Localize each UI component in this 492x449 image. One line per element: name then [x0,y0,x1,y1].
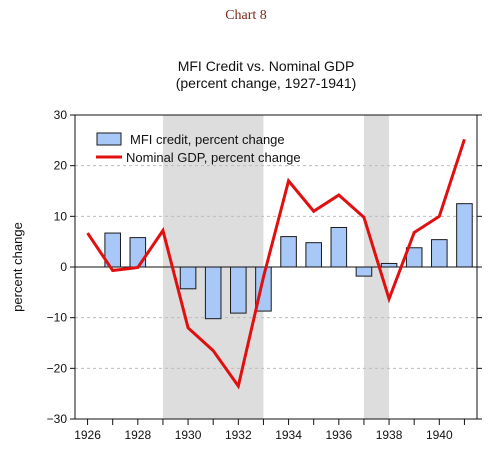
bars-series [104,203,473,320]
y-tick-label: 20 [54,159,68,173]
x-tick-label: 1932 [225,428,252,442]
x-tick-label: 1928 [124,428,151,442]
y-tick-label: 30 [54,108,68,122]
bar-mfi-credit-1935 [305,242,322,268]
x-tick-label: 1938 [376,428,403,442]
gridlines [75,165,477,369]
x-axis: 1926 1928 1930 1932 1934 1936 1938 1940 [74,419,465,442]
chart-caption: Chart 8 [225,8,267,23]
y-axis: −30 −20 −10 0 10 20 30 [47,108,482,426]
y-tick-label: 10 [54,209,68,223]
y-tick-label: −30 [47,412,68,426]
y-tick-label: 0 [60,260,67,274]
chart-title: MFI Credit vs. Nominal GDP [177,58,355,74]
bar-mfi-credit-1931 [204,266,222,320]
bar-mfi-credit-1940 [431,239,448,268]
legend-label-nominal-gdp: Nominal GDP, percent change [126,150,301,165]
bar-mfi-credit-1932 [230,266,247,314]
y-axis-label: percent change [10,222,25,312]
bar-mfi-credit-1936 [330,226,348,268]
x-tick-label: 1930 [175,428,202,442]
x-tick-label: 1934 [275,428,302,442]
y-tick-label: −10 [47,311,68,325]
legend: MFI credit, percent change Nominal GDP, … [96,132,301,165]
legend-label-mfi-credit: MFI credit, percent change [130,132,285,147]
x-tick-label: 1926 [74,428,101,442]
bar-mfi-credit-1934 [280,236,297,268]
bar-mfi-credit-1941 [456,203,473,268]
chart-title-block: MFI Credit vs. Nominal GDP (percent chan… [20,58,492,92]
y-tick-label: −20 [47,361,68,375]
bar-mfi-credit-1937 [355,266,373,277]
bar-mfi-credit-1938 [380,262,398,268]
legend-swatch-mfi-credit [96,132,122,146]
nominal-gdp-line [86,138,466,390]
x-tick-label: 1940 [426,428,453,442]
x-tick-label: 1936 [325,428,352,442]
bar-mfi-credit-1928 [129,237,147,268]
chart-subtitle: (percent change, 1927-1941) [175,75,357,91]
bar-mfi-credit-1930 [179,266,197,290]
